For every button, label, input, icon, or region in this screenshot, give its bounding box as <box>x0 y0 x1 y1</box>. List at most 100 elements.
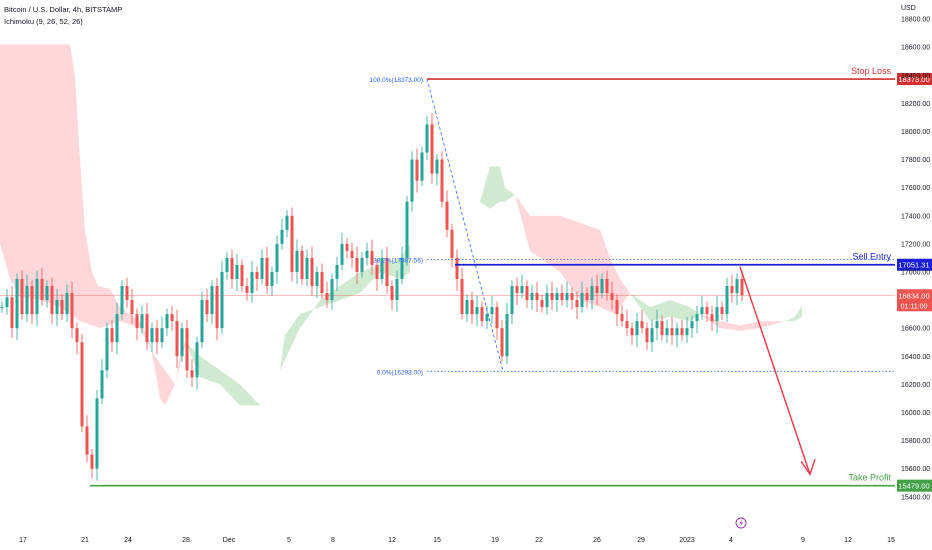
candle <box>290 215 294 272</box>
candle <box>205 300 209 315</box>
fib-label: 38.2%(17087.56) <box>373 258 423 265</box>
candle <box>45 286 49 301</box>
candle <box>255 271 259 279</box>
candle <box>305 257 309 279</box>
candle <box>710 314 714 322</box>
candle <box>165 314 169 329</box>
candle <box>595 286 599 294</box>
candle <box>535 293 539 301</box>
candle <box>460 278 464 315</box>
candle <box>580 293 584 308</box>
candle <box>115 314 119 343</box>
candle <box>230 257 234 279</box>
candle <box>105 328 109 371</box>
price-tick-label: 15400.00 <box>901 494 930 501</box>
time-tick-label: 21 <box>81 537 89 544</box>
time-tick-label: 28 <box>182 537 190 544</box>
take-profit-price-tag-text: 15479.00 <box>898 482 929 491</box>
candle <box>5 297 9 308</box>
candle <box>25 286 29 315</box>
price-tick-label: 18600.00 <box>901 45 930 52</box>
candle <box>560 293 564 301</box>
candle <box>270 271 274 287</box>
candle <box>120 286 124 315</box>
take-profit-price-tag <box>897 479 932 492</box>
flash-icon-bolt <box>739 519 743 527</box>
candle <box>235 264 239 279</box>
time-tick-label: Dec <box>223 537 236 544</box>
time-tick-label: 22 <box>535 537 543 544</box>
candle <box>515 286 519 294</box>
candle <box>610 293 614 301</box>
candle <box>740 278 744 296</box>
candle <box>670 328 674 336</box>
candle <box>415 159 419 181</box>
candle <box>135 314 139 329</box>
stop-loss-price-tag <box>897 73 932 86</box>
flash-icon[interactable] <box>735 517 747 529</box>
candle <box>705 307 709 315</box>
candle <box>320 271 324 294</box>
candle <box>630 328 634 336</box>
candle <box>310 257 314 287</box>
candle <box>300 250 304 279</box>
candle <box>340 243 344 265</box>
candle <box>30 286 34 315</box>
candle <box>335 264 339 279</box>
cloud-bearish <box>0 44 186 406</box>
candle <box>220 271 224 329</box>
candle <box>60 300 64 315</box>
candle <box>480 307 484 322</box>
candle <box>140 314 144 329</box>
candle <box>530 293 534 301</box>
candle <box>650 328 654 343</box>
candle <box>170 314 174 322</box>
fib-label: 0.0%(16293.00) <box>377 369 423 376</box>
candle <box>640 321 644 329</box>
indicator-legend[interactable]: Ichimoku (9, 26, 52, 26) <box>4 17 83 26</box>
candle <box>390 286 394 301</box>
candle <box>695 314 699 322</box>
candle <box>125 286 129 301</box>
candle <box>730 286 734 294</box>
candle <box>655 321 659 329</box>
candle <box>10 297 14 329</box>
candle <box>440 159 444 202</box>
candle <box>250 271 254 294</box>
candle <box>550 293 554 301</box>
projection-arrow <box>739 266 816 476</box>
candle <box>350 250 354 258</box>
candle <box>600 278 604 294</box>
time-tick-label: 19 <box>491 537 499 544</box>
arrow-head <box>800 459 816 476</box>
candle <box>625 321 629 329</box>
last-price-value: 16834.00 <box>898 291 929 300</box>
candle <box>65 293 69 315</box>
candle <box>260 257 264 279</box>
candle <box>155 328 159 343</box>
candle <box>265 257 269 287</box>
candle <box>430 124 434 174</box>
candle <box>355 257 359 272</box>
price-tick-label: 15600.00 <box>901 466 930 473</box>
chart-title: Bitcoin / U.S. Dollar, 4h, BITSTAMP <box>4 5 123 14</box>
candle <box>195 342 199 378</box>
cloud-bullish <box>630 293 700 322</box>
arrow-line <box>739 266 811 475</box>
stop-loss-label: Stop Loss <box>851 66 892 76</box>
candle <box>200 300 204 343</box>
time-tick-label: 17 <box>19 537 27 544</box>
time-tick-label: 2023 <box>679 537 695 544</box>
ichimoku-cloud <box>0 44 802 406</box>
candle <box>100 370 104 399</box>
fib-trend-line[interactable] <box>426 78 504 372</box>
candle <box>690 321 694 329</box>
candle <box>70 293 74 329</box>
currency-label: USD <box>901 5 916 12</box>
candle <box>50 286 54 315</box>
candle <box>150 328 154 343</box>
candle <box>660 321 664 336</box>
time-tick-label: 24 <box>124 537 132 544</box>
candle <box>185 328 189 371</box>
